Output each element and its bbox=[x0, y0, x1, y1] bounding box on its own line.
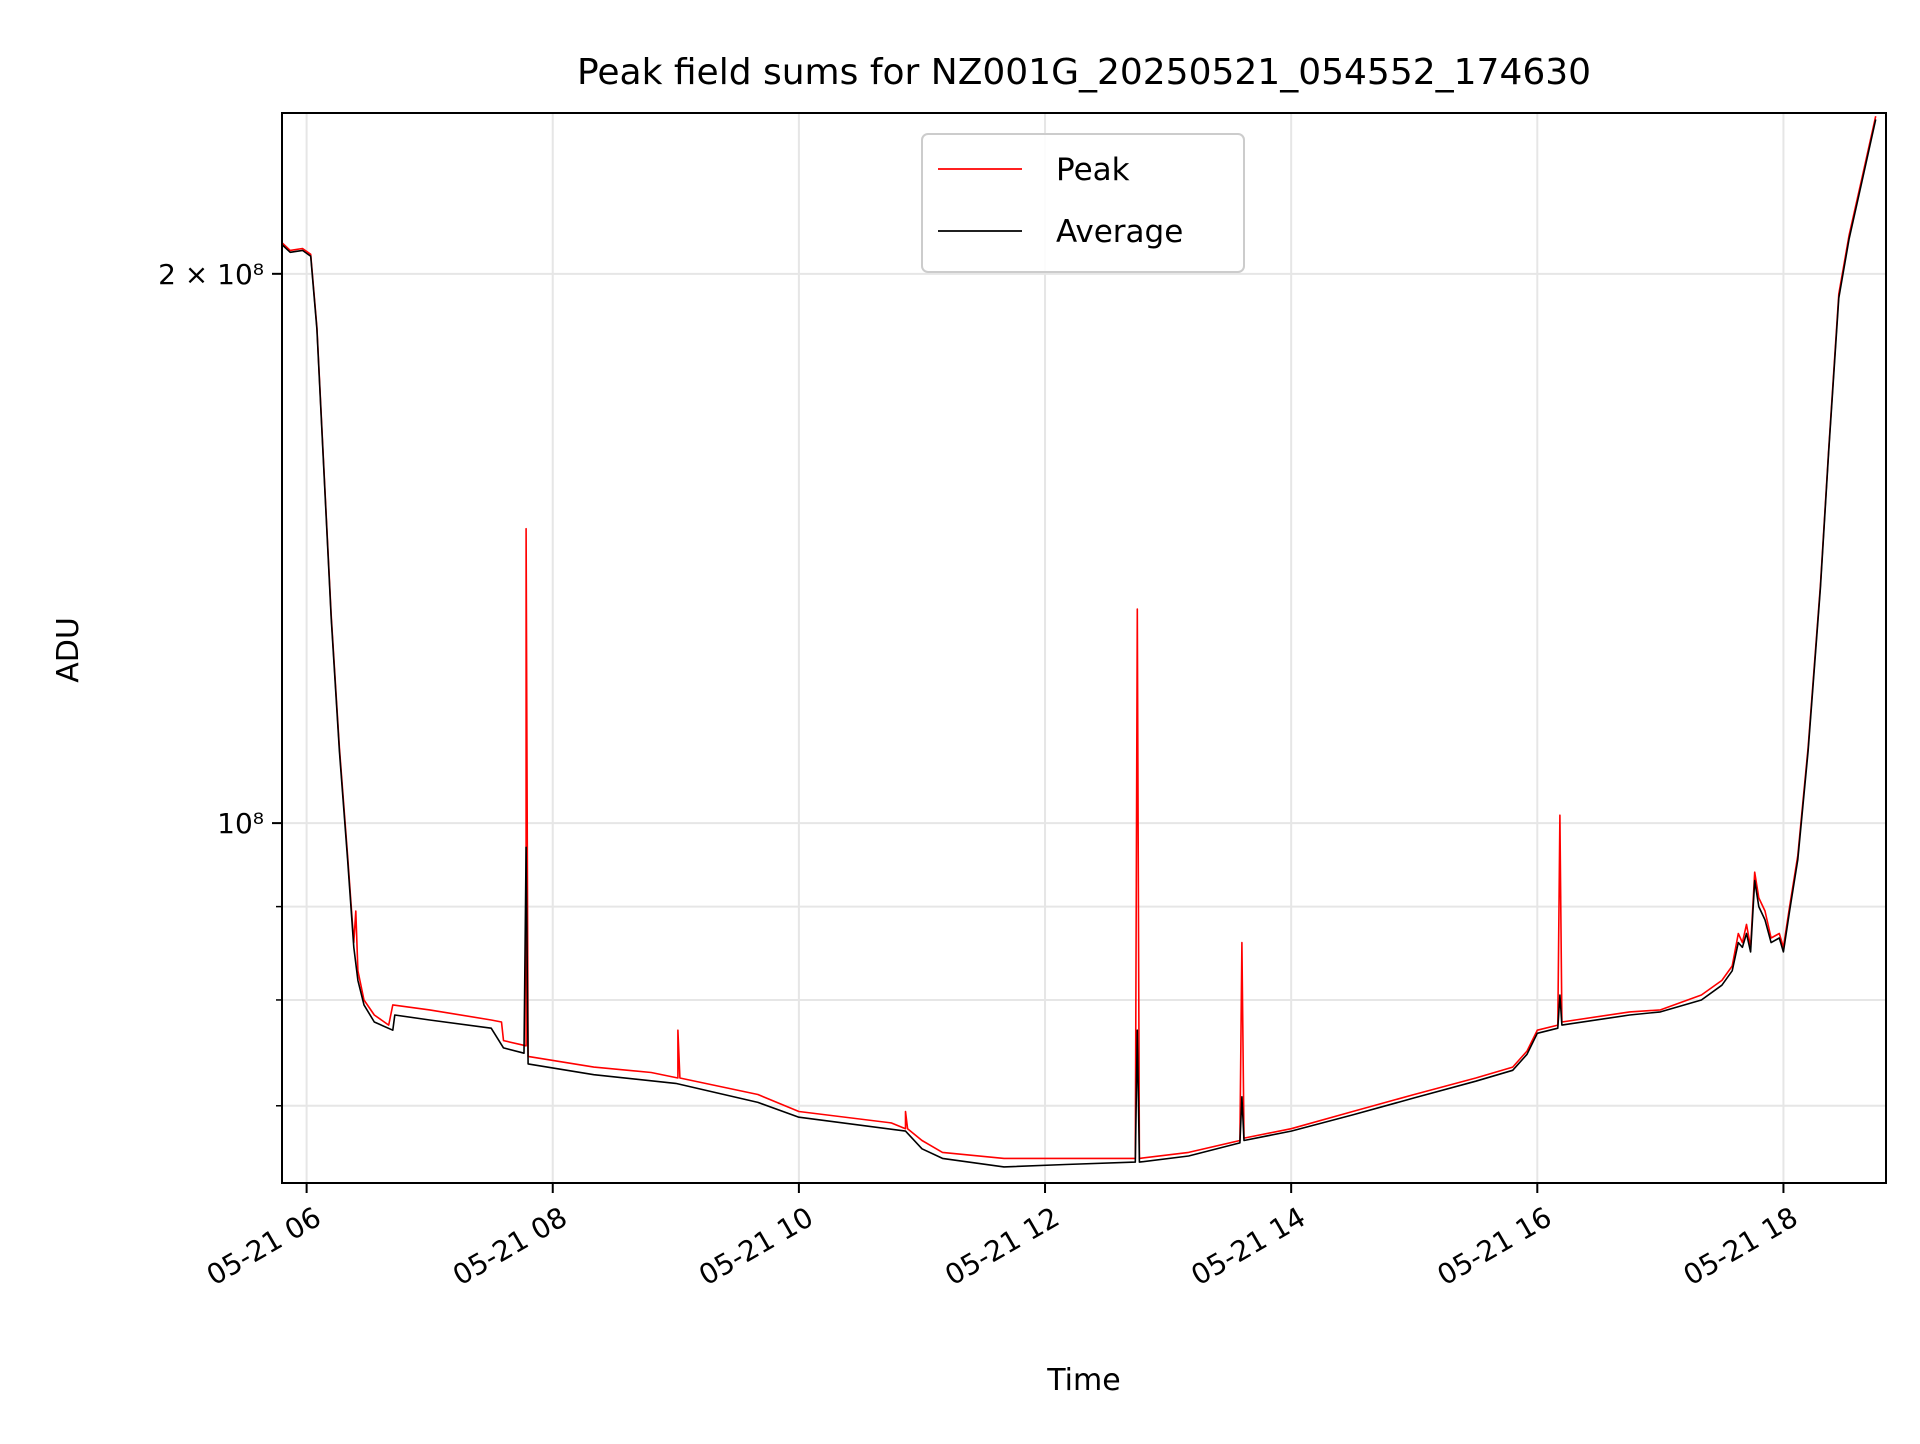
chart-title: Peak field sums for NZ001G_20250521_0545… bbox=[577, 52, 1591, 93]
y-axis-label: ADU bbox=[51, 617, 86, 683]
grid-lines bbox=[282, 113, 1886, 1183]
legend-label-peak: Peak bbox=[1056, 152, 1130, 188]
x-axis-label: Time bbox=[1046, 1363, 1120, 1398]
legend-label-average: Average bbox=[1056, 214, 1183, 250]
series-line-peak bbox=[282, 116, 1877, 1160]
x-tick-label: 05-21 12 bbox=[939, 1200, 1065, 1292]
y-tick-label: 2 × 10⁸ bbox=[158, 258, 264, 291]
y-tick-label: 10⁸ bbox=[217, 807, 264, 840]
y-axis-ticks: 10⁸ 2 × 10⁸ bbox=[158, 258, 282, 1107]
x-axis-ticks: 05-21 06 05-21 08 05-21 10 05-21 12 05-21 14… bbox=[201, 1183, 1803, 1292]
x-tick-label: 05-21 06 bbox=[201, 1200, 327, 1292]
x-tick-label: 05-21 08 bbox=[447, 1200, 573, 1292]
legend: Peak Average bbox=[921, 133, 1245, 273]
x-tick-label: 05-21 18 bbox=[1678, 1200, 1804, 1292]
series-line-average bbox=[282, 119, 1877, 1168]
plot-frame bbox=[281, 112, 1887, 1184]
series-lines bbox=[282, 116, 1877, 1168]
x-tick-label: 05-21 14 bbox=[1186, 1200, 1312, 1292]
x-tick-label: 05-21 16 bbox=[1432, 1200, 1558, 1292]
x-tick-label: 05-21 10 bbox=[693, 1200, 819, 1292]
